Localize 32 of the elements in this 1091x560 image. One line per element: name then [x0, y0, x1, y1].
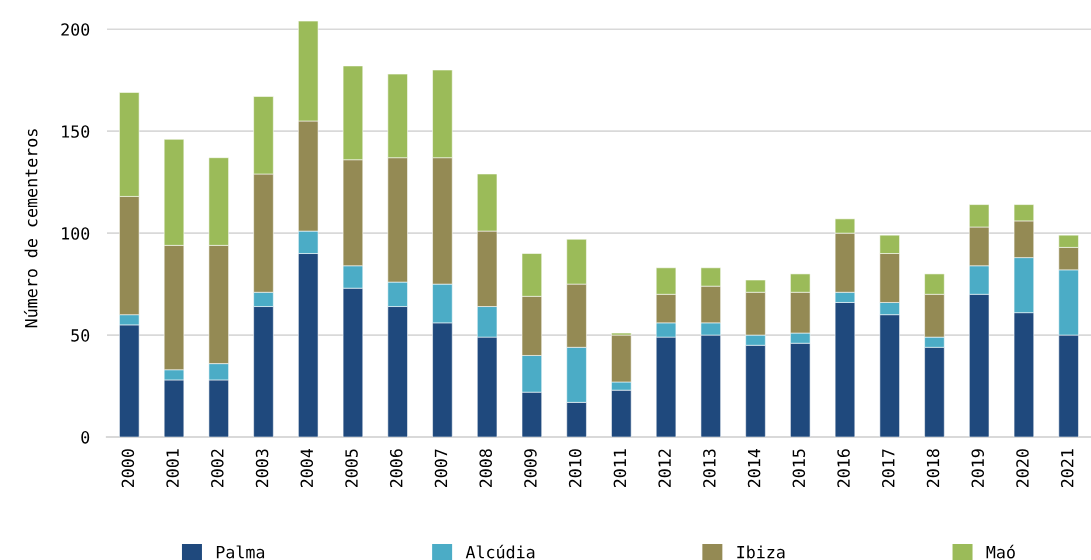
x-tick-label: 2005 [345, 449, 358, 488]
x-tick-label: 2009 [524, 449, 537, 488]
y-tick-label: 200 [61, 23, 90, 36]
x-tick-label: 2017 [881, 449, 895, 488]
x-tick-label: 2015 [792, 449, 806, 488]
x-tick-label: 2007 [434, 449, 448, 488]
x-tick-label: 2016 [837, 449, 850, 488]
x-tick-label: 2014 [747, 448, 761, 488]
x-tick-label: 2002 [211, 449, 224, 488]
x-tick-label: 2003 [255, 449, 269, 488]
y-tick-label: 150 [62, 125, 90, 138]
x-tick-label: 2018 [926, 449, 940, 488]
y-axis-title: Número de cementeros [23, 129, 38, 328]
x-tick-label: 2013 [703, 449, 716, 488]
legend-label: Alcúdia [465, 544, 535, 559]
x-tick-label: 2001 [166, 449, 179, 488]
x-tick-label: 2004 [300, 448, 314, 488]
x-tick-label: 2021 [1060, 449, 1074, 488]
legend-label: Palma [216, 545, 265, 559]
x-tick-label: 2008 [479, 449, 493, 488]
x-tick-label: 2000 [121, 449, 135, 488]
x-tick-label: 2012 [658, 449, 671, 488]
x-tick-label: 2020 [1016, 449, 1029, 488]
legend-label: Ibiza [737, 545, 785, 559]
y-tick-label: 50 [71, 329, 90, 342]
x-tick-label: 2006 [389, 449, 403, 488]
x-tick-label: 2010 [568, 449, 582, 488]
x-tick-label: 2011 [613, 449, 627, 488]
x-tick-label: 2019 [971, 449, 985, 488]
legend-label: Maó [986, 544, 1015, 559]
y-tick-label: 100 [62, 227, 90, 240]
y-tick-label: 0 [81, 431, 90, 444]
